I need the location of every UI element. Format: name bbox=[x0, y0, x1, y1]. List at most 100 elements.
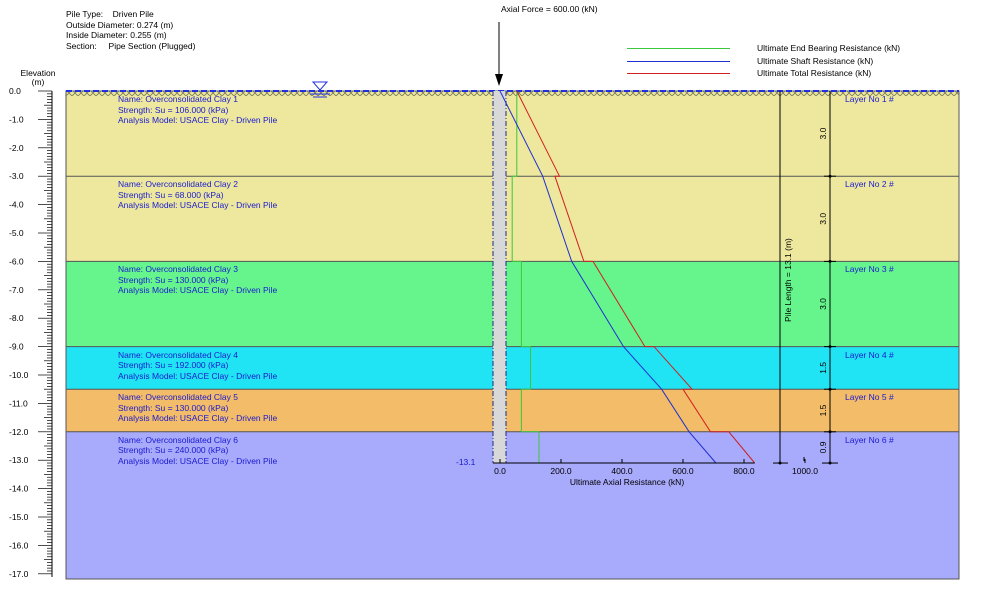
layer-number-2: Layer No 2 # bbox=[845, 179, 894, 190]
resistance-tick-label: 800.0 bbox=[733, 466, 755, 476]
layer-description-5: Name: Overconsolidated Clay 5 Strength: S… bbox=[118, 392, 277, 424]
layer-model: Analysis Model: USACE Clay - Driven Pile bbox=[118, 200, 278, 211]
legend-swatch-total bbox=[627, 73, 730, 74]
layer-name: Name: Overconsolidated Clay 1 bbox=[118, 94, 239, 104]
ground-surface-hatch bbox=[66, 91, 959, 96]
dimension-dot bbox=[828, 345, 832, 349]
soil-layer-6 bbox=[66, 431, 959, 579]
total-resistance-curve bbox=[516, 90, 756, 464]
layer-description-6: Name: Overconsolidated Clay 6 Strength: S… bbox=[118, 435, 277, 467]
layer-strength: Strength: Su = 130.000 (kPa) bbox=[118, 402, 229, 413]
dimension-dot bbox=[828, 174, 832, 178]
dimension-dot bbox=[778, 461, 782, 465]
elevation-tick-label: -4.0 bbox=[9, 200, 24, 210]
layer-model: Analysis Model: USACE Clay - Driven Pile bbox=[118, 413, 278, 424]
legend-label: Ultimate Shaft Resistance (kN) bbox=[757, 55, 874, 66]
elevation-tick-label: -9.0 bbox=[9, 342, 24, 352]
dimension-dot bbox=[828, 387, 832, 391]
layer-thickness-label: 3.0 bbox=[818, 213, 828, 225]
elevation-tick-label: -5.0 bbox=[9, 228, 24, 238]
layer-thickness-label: 3.0 bbox=[818, 127, 828, 139]
water-table-icon bbox=[311, 81, 329, 91]
layer-thickness-label: 1.5 bbox=[818, 404, 828, 416]
layer-description-4: Name: Overconsolidated Clay 4 Strength: S… bbox=[118, 350, 277, 382]
elevation-tick-label: -15.0 bbox=[9, 512, 29, 522]
layer-name: Name: Overconsolidated Clay 2 bbox=[118, 179, 239, 190]
dimension-dot bbox=[828, 430, 832, 434]
layer-name: Name: Overconsolidated Clay 3 bbox=[118, 264, 239, 275]
end-bearing-curve bbox=[511, 91, 540, 463]
layer-model: Analysis Model: USACE Clay - Driven Pile bbox=[118, 370, 278, 381]
layer-thickness-label: 1.5 bbox=[818, 362, 828, 374]
layer-thickness-label: 3.0 bbox=[818, 298, 828, 310]
resistance-tick-label: 0.0 bbox=[494, 466, 506, 476]
dimension-lines: Pile Length = 13.1 (m) 3.0 3.0 3.0 1.5 1.5 0.9 bbox=[773, 91, 838, 465]
elevation-tick-label: -12.0 bbox=[9, 427, 29, 437]
elevation-axis-title: Elevation (m) bbox=[18, 69, 58, 87]
elevation-tick-label: -1.0 bbox=[9, 114, 24, 124]
dimension-dot bbox=[828, 259, 832, 263]
layer-name: Name: Overconsolidated Clay 4 bbox=[118, 349, 239, 360]
layer-thickness-label: 0.9 bbox=[818, 441, 828, 453]
elevation-title-line2: (m) bbox=[31, 77, 45, 87]
layer-number-3: Layer No 3 # bbox=[845, 264, 894, 275]
layer-description-2: Name: Overconsolidated Clay 2 Strength: S… bbox=[118, 179, 277, 211]
elevation-title-line1: Elevation bbox=[20, 68, 56, 78]
elevation-tick-label: 0.0 bbox=[9, 86, 21, 96]
soil-layer-5 bbox=[66, 389, 959, 432]
elevation-tick-label: -2.0 bbox=[9, 143, 24, 153]
layer-strength: Strength: Su = 106.000 (kPa) bbox=[118, 104, 229, 115]
elevation-tick-label: -13.0 bbox=[9, 455, 29, 465]
resistance-axis-title: Ultimate Axial Resistance (kN) bbox=[570, 477, 684, 487]
elevation-tick-label: -7.0 bbox=[9, 285, 24, 295]
resistance-tick-label: 400.0 bbox=[611, 466, 633, 476]
axial-force-label: Axial Force = 600.00 (kN) bbox=[501, 4, 598, 14]
elevation-tick-label: -16.0 bbox=[9, 540, 29, 550]
layer-description-3: Name: Overconsolidated Clay 3 Strength: S… bbox=[118, 264, 277, 296]
elevation-tick-label: -3.0 bbox=[9, 171, 24, 181]
legend-label: Ultimate End Bearing Resistance (kN) bbox=[757, 43, 901, 53]
layer-strength: Strength: Su = 192.000 (kPa) bbox=[118, 360, 229, 371]
layer-model: Analysis Model: USACE Clay - Driven Pile bbox=[118, 115, 278, 125]
layer-number-6: Layer No 6 # bbox=[845, 434, 894, 445]
resistance-tick-label: 200.0 bbox=[550, 466, 572, 476]
legend-swatch-shaft bbox=[627, 60, 730, 62]
legend-swatch-end-bearing bbox=[627, 48, 730, 49]
legend-label: Ultimate Total Resistance (kN) bbox=[757, 68, 872, 78]
soil-layer-4 bbox=[66, 346, 959, 390]
layer-name: Name: Overconsolidated Clay 5 bbox=[118, 392, 239, 403]
resistance-axis: 0.0 200.0 400.0 600.0 800.0 1000.0 Ultimate Ax… bbox=[493, 459, 818, 487]
layer-number-5: Layer No 5 # bbox=[845, 392, 894, 403]
section-text: Section: Pipe Section (Plugged) bbox=[66, 40, 196, 51]
pile: -13.1 bbox=[456, 22, 507, 467]
resistance-curves bbox=[499, 90, 756, 464]
layer-number-4: Layer No 4 # bbox=[845, 349, 894, 360]
pile-info-block: Pile Type: Driven Pile Outside Diameter:… bbox=[66, 9, 195, 51]
pile-body bbox=[493, 91, 506, 464]
elevation-axis: 0.0 -1.0 -2.0 -3.0 -4.0 -5.0 -6.0 -7.0 -8.0 -9.0 -… bbox=[9, 86, 53, 579]
dimension-dot bbox=[828, 461, 832, 465]
pile-tip-label: -13.1 bbox=[456, 457, 476, 467]
pile-type-text: Pile Type: Driven Pile bbox=[66, 9, 154, 19]
outside-diameter-text: Outside Diameter: 0.274 (m) bbox=[66, 19, 174, 30]
layer-description-1: Name: Overconsolidated Clay 1 Strength: S… bbox=[118, 94, 277, 126]
elevation-tick-label: -6.0 bbox=[9, 256, 24, 266]
shaft-resistance-curve bbox=[499, 90, 717, 464]
inside-diameter-text: Inside Diameter: 0.255 (m) bbox=[66, 30, 167, 40]
layer-model: Analysis Model: USACE Clay - Driven Pile bbox=[118, 285, 278, 296]
layer-strength: Strength: Su = 240.000 (kPa) bbox=[118, 445, 229, 456]
layer-name: Name: Overconsolidated Clay 6 bbox=[118, 434, 239, 445]
elevation-tick-label: -11.0 bbox=[9, 398, 28, 408]
soil-layer-1 bbox=[66, 91, 959, 177]
elevation-tick-label: -8.0 bbox=[9, 313, 24, 323]
soil-layers bbox=[65, 81, 960, 580]
resistance-tick-label: 600.0 bbox=[672, 466, 694, 476]
resistance-tick-label: 1000.0 bbox=[792, 466, 818, 476]
elevation-tick-label: -14.0 bbox=[9, 484, 29, 494]
axial-force-arrowhead-icon bbox=[495, 74, 503, 86]
pile-length-label: Pile Length = 13.1 (m) bbox=[783, 238, 793, 322]
layer-model: Analysis Model: USACE Clay - Driven Pile bbox=[118, 455, 278, 466]
elevation-tick-label: -10.0 bbox=[9, 370, 29, 380]
layer-number-1: Layer No 1 # bbox=[845, 94, 894, 104]
